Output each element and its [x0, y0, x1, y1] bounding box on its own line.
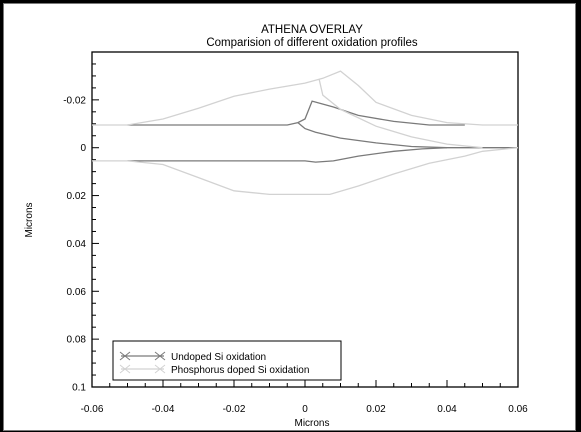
y-tick-label: 0: [80, 143, 86, 154]
series-undoped-line-2: [297, 122, 518, 149]
x-tick-label: 0.02: [366, 404, 386, 415]
y-axis-label: Microns: [24, 202, 35, 237]
legend: Undoped Si oxidation Phosphorus doped Si…: [112, 340, 342, 381]
y-tick-label: -0.02: [63, 95, 86, 106]
series-undoped-line-3: [127, 147, 448, 163]
y-tick-label: 0.04: [67, 239, 87, 250]
legend-box: [112, 340, 342, 381]
y-tick-label: 0.02: [67, 191, 87, 202]
x-tick-label: 0: [302, 404, 308, 415]
chart-subtitle: Comparision of different oxidation profi…: [206, 37, 418, 49]
y-tick-label: 0.06: [67, 287, 87, 298]
series-phosphorus-line-3: [92, 147, 519, 196]
x-tick-label: -0.06: [81, 404, 104, 415]
x-tick-label: -0.04: [152, 404, 175, 415]
series-phosphorus-line-1: [92, 70, 518, 126]
x-tick-label: 0.06: [508, 404, 528, 415]
y-tick-label: 0.1: [72, 383, 86, 394]
series-undoped-line-1: [127, 100, 465, 126]
oxidation-chart: ATHENA OVERLAY Comparision of different …: [24, 24, 528, 429]
chart-frame: ATHENA OVERLAY Comparision of different …: [3, 3, 576, 431]
x-tick-label: 0.04: [437, 404, 457, 415]
x-tick-label: -0.02: [223, 404, 246, 415]
y-tick-label: 0.08: [67, 335, 87, 346]
legend-label-phosphorus: Phosphorus doped Si oxidation: [171, 365, 309, 376]
plot-area: [91, 51, 519, 388]
chart-title: ATHENA OVERLAY: [261, 24, 363, 36]
legend-label-undoped: Undoped Si oxidation: [171, 352, 266, 363]
series-phosphorus-line-2: [318, 79, 483, 149]
legend-marker-undoped: [119, 351, 166, 361]
legend-marker-phosphorus: [119, 364, 166, 374]
x-axis-label: Microns: [294, 418, 329, 429]
